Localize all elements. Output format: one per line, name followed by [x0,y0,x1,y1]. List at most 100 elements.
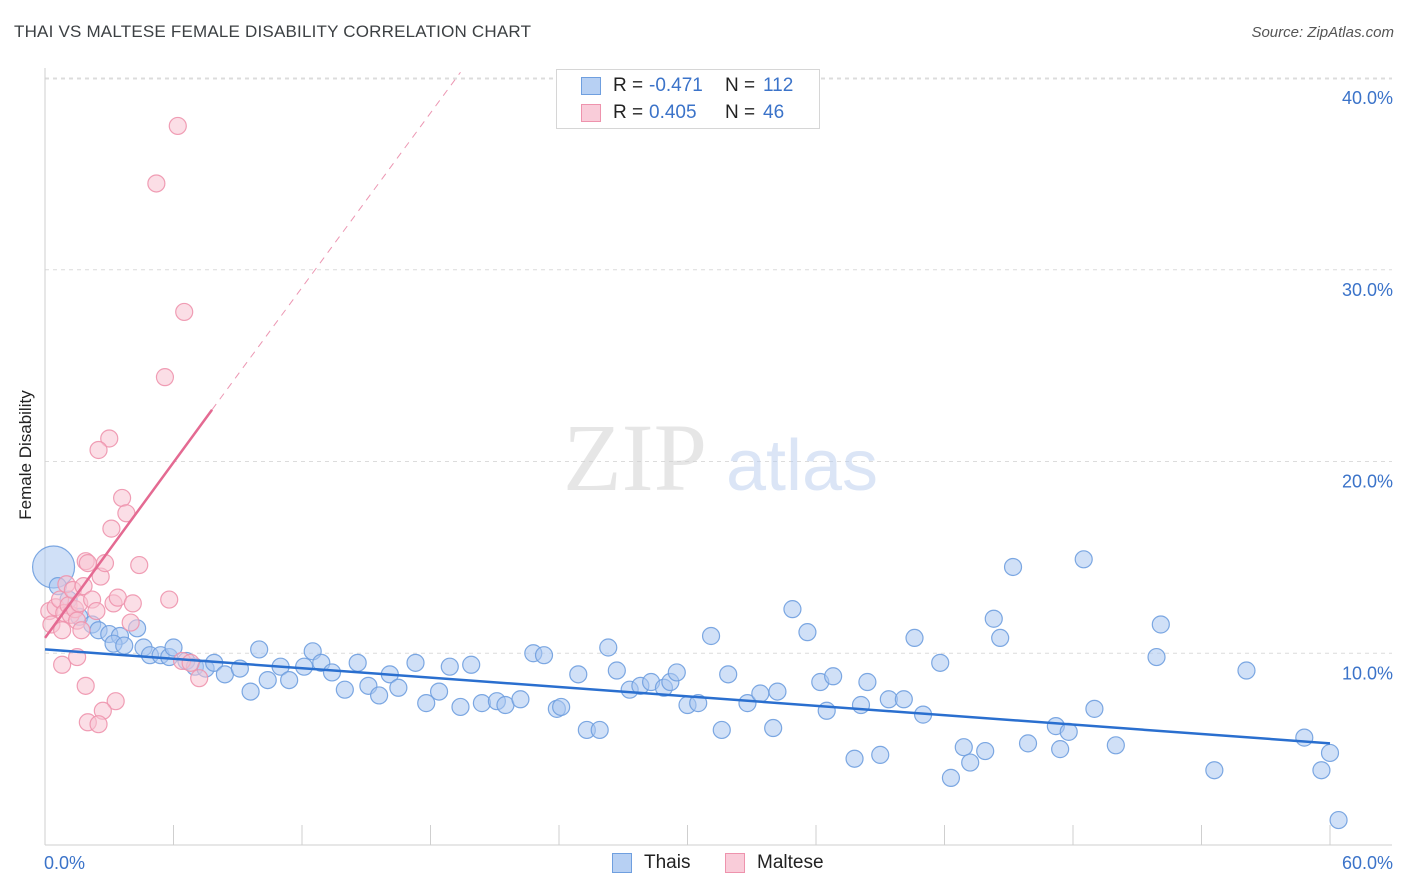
thais-point [590,720,609,740]
thais-point [984,609,1003,628]
thais-point [667,663,686,682]
y-tick-labels: 10.0% 20.0% 30.0% 40.0% [1342,88,1393,683]
thais-point [534,646,554,665]
thais-point [783,600,802,619]
maltese-legend-label: Maltese [757,852,824,873]
thais-point [954,738,973,757]
thais-point [894,690,913,709]
y-tick-label: 10.0% [1342,663,1393,683]
x-tick-label: 0.0% [44,853,85,873]
maltese-point [181,653,200,672]
thais-point [348,653,367,672]
thais-point [335,680,354,699]
maltese-point [78,554,97,573]
thais-point [115,636,134,655]
maltese-point [168,116,187,136]
thais-point [719,665,738,684]
thais-point [858,672,877,692]
thais-point [241,682,260,701]
thais-point [322,663,342,682]
thais-point [905,628,924,648]
thais-point [851,695,871,715]
maltese-point [89,715,108,734]
maltese-point [130,555,149,575]
thais-point [250,640,269,659]
thais-point [1295,728,1314,747]
thais-point [764,718,783,738]
thais-point [164,638,183,657]
legend-item-maltese[interactable]: Maltese [725,852,824,874]
thais-point [1018,734,1038,753]
legend-n-label: N = [725,102,756,123]
thais-point [701,626,721,646]
thais-point [1312,761,1331,780]
maltese-legend-swatch [725,853,745,873]
thais-trend-line [44,648,1331,745]
thais-point [599,638,618,657]
thais-swatch [581,77,601,95]
thais-point [569,665,588,684]
thais-point [1051,740,1070,759]
thais-point [1003,557,1023,577]
legend-r-label: R = [613,102,644,123]
maltese-point [53,655,72,674]
thais-point [1085,699,1104,718]
maltese-point [76,676,95,695]
thais-point [295,657,314,676]
thais-point [712,720,731,740]
thais-legend-label: Thais [644,852,691,873]
gridlines [45,77,1392,654]
thais-point [406,653,425,672]
legend-r-label: R = [613,75,644,96]
thais-point [751,684,770,703]
chart-title: THAI VS MALTESE FEMALE DISABILITY CORREL… [14,22,532,41]
correlation-legend: R = -0.471 N = 112 R = 0.405 N = 46 [556,69,820,129]
maltese-swatch [581,104,601,122]
thais-point [738,694,757,713]
thais-point [258,670,277,690]
thais-point [552,697,571,717]
thais-point [961,753,980,772]
legend-row-maltese: R = 0.405 N = 46 [581,101,784,125]
y-tick-label: 20.0% [1342,472,1393,492]
thais-point [768,682,787,701]
maltese-point [155,368,175,387]
thais-point [1106,736,1125,755]
legend-item-thais[interactable]: Thais [612,852,690,874]
thais-point [941,768,961,787]
legend-n-value: 46 [763,102,785,123]
thais-point [798,623,817,642]
thais-point [689,694,708,713]
y-tick-label: 40.0% [1342,88,1393,108]
x-tick-label: 60.0% [1342,853,1393,873]
maltese-point [72,621,91,640]
thais-point [1329,810,1348,830]
legend-r-value: 0.405 [649,102,697,123]
thais-point [417,694,436,713]
thais-point [976,741,995,761]
maltese-point [190,669,209,688]
maltese-point [87,601,106,621]
maltese-point [100,429,119,448]
maltese-point [102,519,121,538]
trend-lines [43,71,1331,745]
maltese-trend-extension [211,71,461,411]
legend-r-value: -0.471 [649,75,703,96]
watermark-zip: ZIP [563,404,707,511]
x-tick-labels: 0.0% 60.0% [44,853,1393,873]
maltese-point [147,174,166,193]
thais-point [1074,550,1093,569]
thais-point [462,655,481,674]
watermark: ZIP atlas [563,404,878,511]
maltese-point [123,594,142,613]
thais-point [429,682,449,701]
maltese-point [106,692,125,711]
thais-legend-swatch [612,853,632,873]
maltese-point [89,440,108,460]
thais-point [1151,615,1170,634]
thais-point [845,749,864,768]
axes [44,68,1392,846]
thais-point [817,701,836,720]
thais-point [1147,647,1166,667]
